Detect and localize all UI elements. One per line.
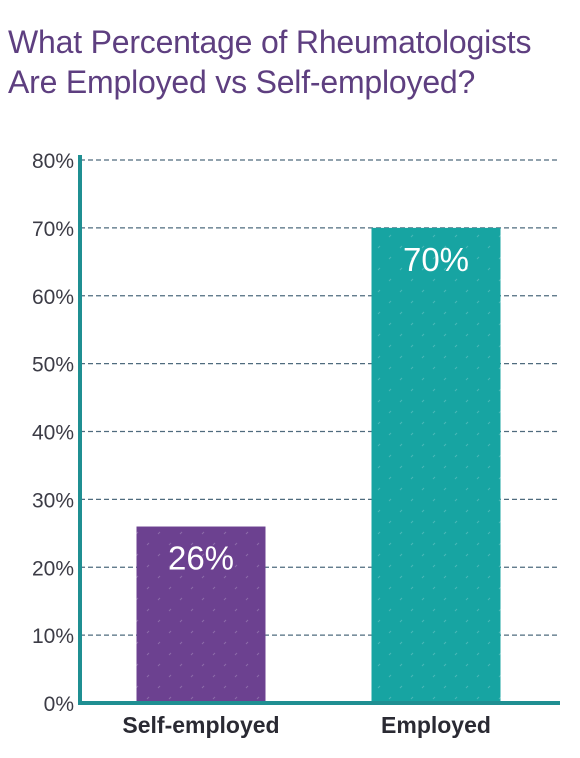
- chart-title-line-2: Are Employed vs Self-employed?: [8, 64, 476, 100]
- chart-title-line-1: What Percentage of Rheumatologists: [8, 24, 532, 60]
- bar-texture: [371, 227, 501, 703]
- y-tick-label: 30%: [32, 489, 74, 512]
- y-tick-label: 40%: [32, 422, 74, 445]
- y-tick-label: 50%: [32, 354, 74, 377]
- y-tick-label: 80%: [32, 150, 74, 173]
- y-tick-label: 0%: [44, 693, 74, 716]
- x-category-label: Self-employed: [122, 712, 279, 738]
- y-tick-label: 20%: [32, 557, 74, 580]
- data-label: 26%: [168, 540, 234, 577]
- data-label: 70%: [403, 241, 469, 278]
- bar-texture: [136, 526, 266, 703]
- y-tick-label: 10%: [32, 625, 74, 648]
- y-tick-label: 70%: [32, 218, 74, 241]
- y-tick-label: 60%: [32, 286, 74, 309]
- chart-title: What Percentage of Rheumatologists Are E…: [8, 22, 568, 102]
- x-category-label: Employed: [381, 712, 491, 738]
